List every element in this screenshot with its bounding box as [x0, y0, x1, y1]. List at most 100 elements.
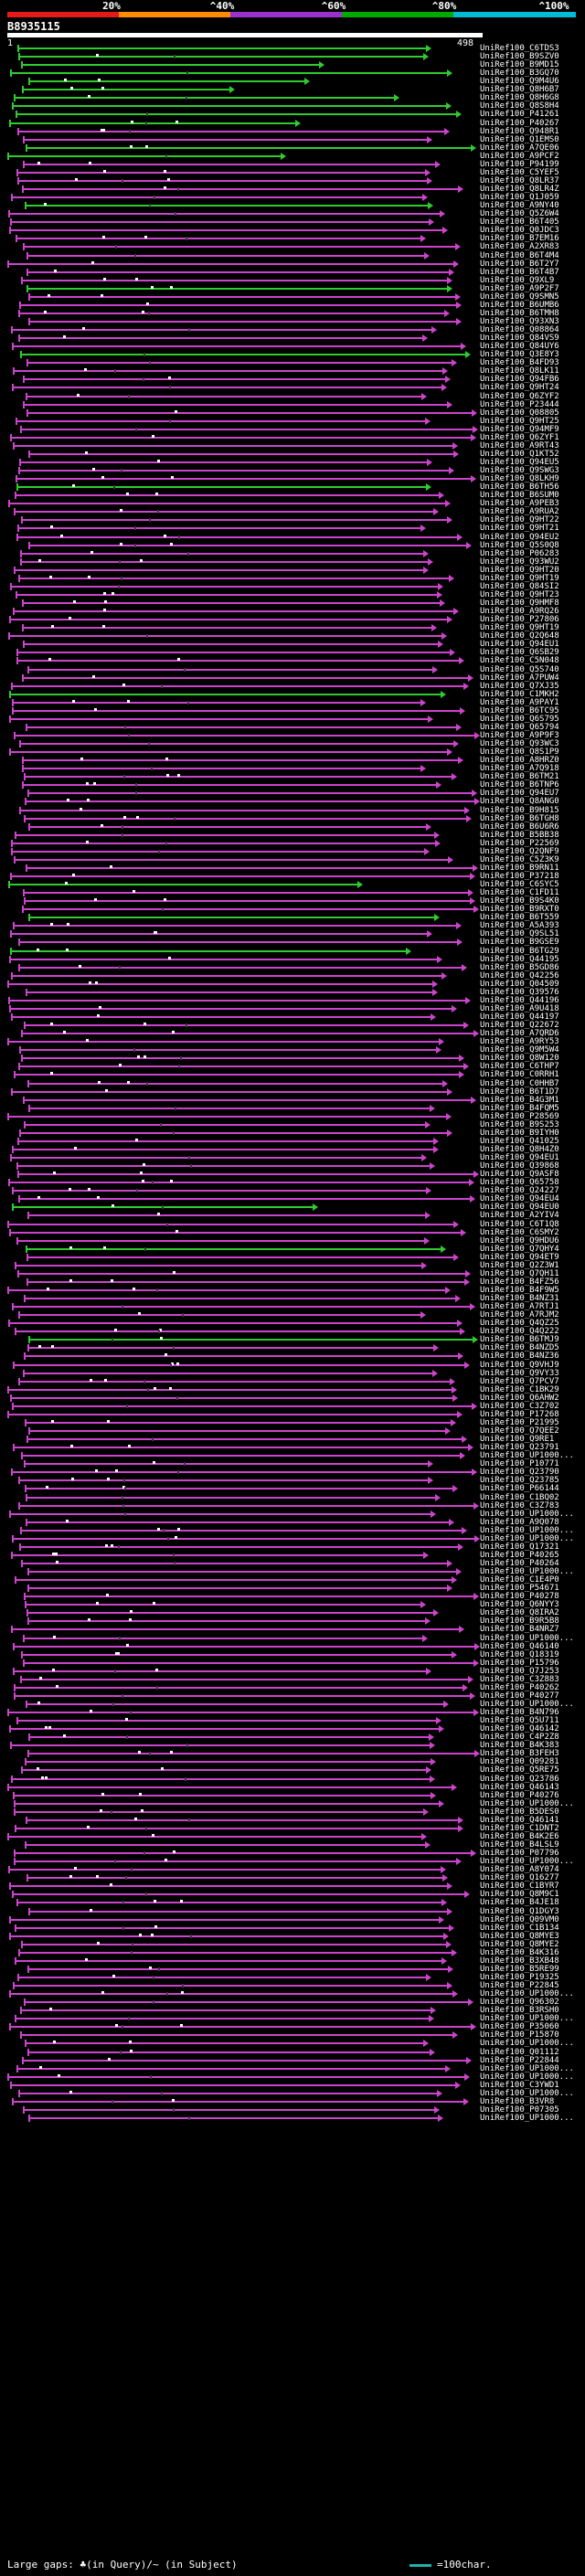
hit-label[interactable]: UniRef100_Q94ET9	[480, 1252, 559, 1262]
hit-label[interactable]: UniRef100_C1BQ02	[480, 1492, 559, 1502]
hit-row[interactable]: UniRef100_Q6ZYF2	[0, 392, 585, 401]
hit-row[interactable]: UniRef100_Q08864	[0, 325, 585, 334]
hit-row[interactable]: UniRef100_Q24227	[0, 1186, 585, 1195]
hit-row[interactable]: UniRef100_Q0JDC3	[0, 226, 585, 235]
hit-row[interactable]: UniRef100_Q9HT24	[0, 383, 585, 392]
hit-row[interactable]: UniRef100_P10771	[0, 1459, 585, 1468]
hit-row[interactable]: UniRef100_B3XB48	[0, 1956, 585, 1966]
hit-row[interactable]: UniRef100_Q94FB6	[0, 375, 585, 384]
hit-label[interactable]: UniRef100_Q44197	[480, 1012, 559, 1023]
hit-label[interactable]: UniRef100_P94199	[480, 159, 559, 169]
hit-label[interactable]: UniRef100_B6T559	[480, 913, 559, 923]
hit-row[interactable]: UniRef100_Q46143	[0, 1783, 585, 1792]
hit-label[interactable]: UniRef100_C1E4P0	[480, 1575, 559, 1585]
hit-label[interactable]: UniRef100_B6T1D7	[480, 1087, 559, 1097]
hit-label[interactable]: UniRef100_Q2Q648	[480, 631, 559, 641]
hit-row[interactable]: UniRef100_Q5U711	[0, 1716, 585, 1725]
hit-label[interactable]: UniRef100_C1FD11	[480, 888, 559, 898]
hit-label[interactable]: UniRef100_P41261	[480, 110, 559, 120]
hit-row[interactable]: UniRef100_C3Z702	[0, 1402, 585, 1411]
hit-row[interactable]: UniRef100_Q7PCV7	[0, 1377, 585, 1386]
hit-label[interactable]: UniRef100_Q94EU7	[480, 789, 559, 799]
hit-label[interactable]: UniRef100_Q24227	[480, 1186, 559, 1196]
hit-label[interactable]: UniRef100_B9MD15	[480, 60, 559, 70]
hit-label[interactable]: UniRef100_B9GSE9	[480, 938, 559, 948]
hit-row[interactable]: UniRef100_Q7QHY4	[0, 1245, 585, 1254]
hit-label[interactable]: UniRef100_C1B134	[480, 1923, 559, 1933]
hit-label[interactable]: UniRef100_A9P9F3	[480, 730, 559, 740]
hit-label[interactable]: UniRef100_Q23790	[480, 1468, 559, 1478]
hit-label[interactable]: UniRef100_Q23785	[480, 1476, 559, 1486]
hit-label[interactable]: UniRef100_UP1000...	[480, 1989, 574, 1999]
hit-label[interactable]: UniRef100_Q65758	[480, 1178, 559, 1188]
hit-label[interactable]: UniRef100_B7EM16	[480, 234, 559, 244]
hit-label[interactable]: UniRef100_C1BK29	[480, 1384, 559, 1394]
hit-row[interactable]: UniRef100_Q2Z3W1	[0, 1261, 585, 1270]
hit-row[interactable]: UniRef100_B4K316	[0, 1948, 585, 1957]
hit-row[interactable]: UniRef100_C1FD11	[0, 888, 585, 897]
hit-row[interactable]: UniRef100_Q84SI2	[0, 582, 585, 591]
hit-label[interactable]: UniRef100_Q1EMS0	[480, 134, 559, 144]
hit-row[interactable]: UniRef100_A9PAY1	[0, 698, 585, 707]
hit-label[interactable]: UniRef100_UP1000...	[480, 2088, 574, 2098]
hit-label[interactable]: UniRef100_Q8IRA2	[480, 1608, 559, 1618]
hit-row[interactable]: UniRef100_P23444	[0, 400, 585, 409]
hit-label[interactable]: UniRef100_Q3E8Y3	[480, 350, 559, 360]
hit-row[interactable]: UniRef100_A7Q918	[0, 764, 585, 773]
hit-label[interactable]: UniRef100_P10771	[480, 1459, 559, 1469]
hit-label[interactable]: UniRef100_Q93WU2	[480, 557, 559, 567]
hit-row[interactable]: UniRef100_A8HRZ0	[0, 756, 585, 765]
hit-label[interactable]: UniRef100_Q8H6G8	[480, 93, 559, 103]
hit-row[interactable]: UniRef100_Q8IRA2	[0, 1608, 585, 1617]
hit-row[interactable]: UniRef100_Q93XN3	[0, 317, 585, 326]
hit-row[interactable]: UniRef100_Q7XJ35	[0, 682, 585, 691]
hit-row[interactable]: UniRef100_UP1000...	[0, 1526, 585, 1535]
hit-row[interactable]: UniRef100_Q94ET9	[0, 1253, 585, 1262]
hit-row[interactable]: UniRef100_P40278	[0, 1592, 585, 1601]
hit-row[interactable]: UniRef100_C0RRH1	[0, 1070, 585, 1079]
hit-row[interactable]: UniRef100_C6SMY2	[0, 1228, 585, 1237]
hit-label[interactable]: UniRef100_Q7XJ35	[480, 681, 559, 691]
hit-label[interactable]: UniRef100_B6TG29	[480, 946, 559, 956]
hit-label[interactable]: UniRef100_C0HHB7	[480, 1078, 559, 1088]
hit-label[interactable]: UniRef100_Q7QEE2	[480, 1426, 559, 1436]
hit-label[interactable]: UniRef100_UP1000...	[480, 1857, 574, 1867]
hit-row[interactable]: UniRef100_B4JE18	[0, 1898, 585, 1907]
hit-label[interactable]: UniRef100_Q2QNF9	[480, 846, 559, 856]
hit-label[interactable]: UniRef100_Q9HT25	[480, 416, 559, 426]
hit-row[interactable]: UniRef100_B9SZV0	[0, 52, 585, 61]
hit-row[interactable]: UniRef100_Q8LK11	[0, 366, 585, 376]
hit-label[interactable]: UniRef100_A7Q918	[480, 764, 559, 774]
hit-row[interactable]: UniRef100_P22569	[0, 839, 585, 848]
hit-label[interactable]: UniRef100_Q8MYE2	[480, 1939, 559, 1949]
hit-label[interactable]: UniRef100_Q22672	[480, 1021, 559, 1031]
hit-label[interactable]: UniRef100_Q96302	[480, 1998, 559, 2008]
hit-label[interactable]: UniRef100_Q93XN3	[480, 316, 559, 326]
hit-row[interactable]: UniRef100_A8Y074	[0, 1865, 585, 1874]
hit-row[interactable]: UniRef100_P37218	[0, 872, 585, 881]
hit-label[interactable]: UniRef100_Q5U711	[480, 1716, 559, 1726]
hit-row[interactable]: UniRef100_B6TMH8	[0, 309, 585, 318]
hit-row[interactable]: UniRef100_A7RJM2	[0, 1310, 585, 1320]
hit-label[interactable]: UniRef100_B9RXT0	[480, 905, 559, 915]
hit-label[interactable]: UniRef100_UP1000...	[480, 1451, 574, 1461]
hit-row[interactable]: UniRef100_P28569	[0, 1112, 585, 1121]
hit-row[interactable]: UniRef100_B9H815	[0, 806, 585, 815]
hit-label[interactable]: UniRef100_B6T2Y7	[480, 259, 559, 269]
hit-label[interactable]: UniRef100_A7RTJ1	[480, 1302, 559, 1312]
hit-row[interactable]: UniRef100_B6T4B7	[0, 268, 585, 277]
hit-row[interactable]: UniRef100_B4NZ36	[0, 1352, 585, 1361]
hit-row[interactable]: UniRef100_UP1000...	[0, 1534, 585, 1543]
hit-label[interactable]: UniRef100_Q9ASF8	[480, 1170, 559, 1180]
hit-row[interactable]: UniRef100_Q23786	[0, 1775, 585, 1784]
hit-row[interactable]: UniRef100_C3Z783	[0, 1501, 585, 1511]
hit-row[interactable]: UniRef100_B4G3M1	[0, 1096, 585, 1105]
hit-label[interactable]: UniRef100_B6TH56	[480, 482, 559, 493]
hit-label[interactable]: UniRef100_P37218	[480, 872, 559, 881]
hit-label[interactable]: UniRef100_B4K316	[480, 1947, 559, 1957]
hit-label[interactable]: UniRef100_B5RE99	[480, 1964, 559, 1974]
hit-row[interactable]: UniRef100_Q65794	[0, 723, 585, 732]
hit-row[interactable]: UniRef100_C6SYC5	[0, 880, 585, 889]
hit-row[interactable]: UniRef100_Q9SMN5	[0, 292, 585, 302]
hit-label[interactable]: UniRef100_Q6NYY3	[480, 1600, 559, 1610]
